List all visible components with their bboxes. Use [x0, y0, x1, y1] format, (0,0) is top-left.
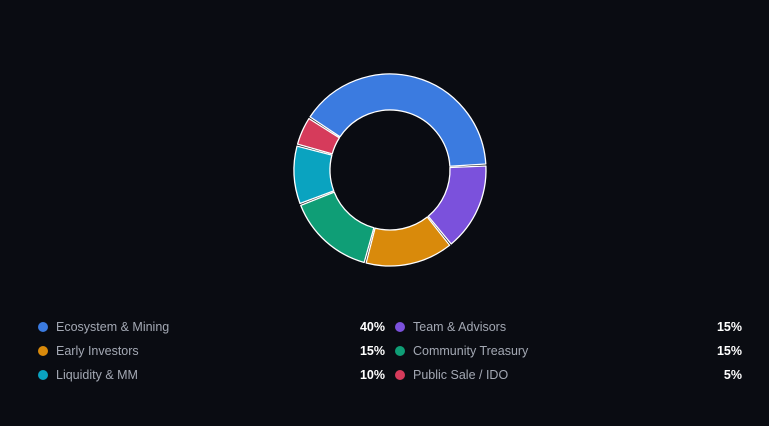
legend-label: Ecosystem & Mining	[56, 320, 170, 334]
legend-item-public-sale-ido[interactable]: Public Sale / IDO 5%	[395, 363, 742, 387]
legend-label: Community Treasury	[413, 344, 529, 358]
donut-slices	[293, 73, 487, 267]
chart-legend: Ecosystem & Mining 40% Team & Advisors 15% E…	[38, 315, 742, 387]
legend-dot	[395, 370, 405, 380]
legend-dot	[395, 346, 405, 356]
legend-value: 15%	[716, 344, 742, 358]
legend-value: 15%	[359, 344, 385, 358]
legend-dot	[38, 322, 48, 332]
legend-item-ecosystem-mining[interactable]: Ecosystem & Mining 40%	[38, 315, 385, 339]
donut-slice-public-sale-ido[interactable]	[296, 117, 340, 155]
legend-item-community-treasury[interactable]: Community Treasury 15%	[395, 339, 742, 363]
legend-value: 10%	[359, 368, 385, 382]
legend-item-team-advisors[interactable]: Team & Advisors 15%	[395, 315, 742, 339]
legend-dot	[38, 346, 48, 356]
legend-dot	[395, 322, 405, 332]
legend-label: Public Sale / IDO	[413, 368, 509, 382]
legend-label: Liquidity & MM	[56, 368, 138, 382]
legend-dot	[38, 370, 48, 380]
donut-slice-early-investors[interactable]	[365, 216, 451, 267]
legend-label: Early Investors	[56, 344, 139, 358]
legend-value: 40%	[359, 320, 385, 334]
legend-item-liquidity-mm[interactable]: Liquidity & MM 10%	[38, 363, 385, 387]
legend-value: 15%	[716, 320, 742, 334]
donut-slice-community-treasury[interactable]	[300, 191, 375, 264]
donut-slice-liquidity-mm[interactable]	[293, 145, 335, 205]
donut-chart	[293, 73, 487, 267]
donut-slice-team-advisors[interactable]	[427, 165, 487, 245]
donut-slice-ecosystem-mining[interactable]	[309, 73, 487, 167]
donut-chart-area	[293, 73, 487, 267]
legend-label: Team & Advisors	[413, 320, 507, 334]
legend-value: 5%	[723, 368, 742, 382]
legend-item-early-investors[interactable]: Early Investors 15%	[38, 339, 385, 363]
